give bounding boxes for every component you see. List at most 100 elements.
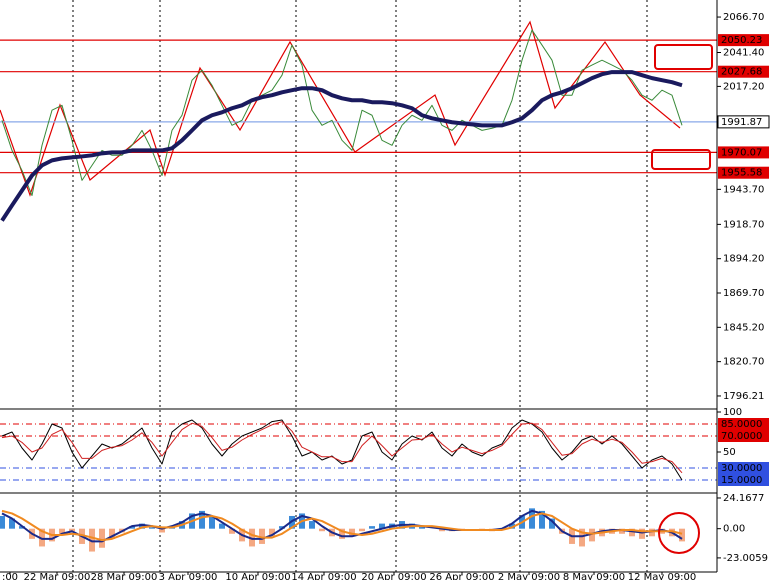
- plot-area: [0, 508, 685, 552]
- level-label-box: [718, 146, 769, 159]
- histogram-bar: [369, 526, 375, 529]
- level-label-box: [718, 418, 769, 430]
- level-label-box: [718, 474, 769, 486]
- histogram-bar: [529, 508, 535, 529]
- x-tick-label: 22 Mar 09:00: [24, 572, 91, 580]
- y-tick-label: 2066.70: [723, 12, 764, 23]
- histogram-bar: [229, 528, 235, 534]
- histogram-bar: [19, 526, 25, 529]
- histogram-bar: [639, 528, 645, 539]
- histogram-bar: [69, 528, 75, 532]
- series-line: [0, 70, 683, 222]
- histogram-bar: [59, 528, 65, 534]
- level-label-box: [718, 462, 769, 474]
- histogram-bar: [509, 523, 515, 529]
- panel: 2066.70 2041.40 2017.20 1943.70 1918.70 1894.…: [0, 12, 770, 402]
- histogram-bar: [249, 528, 255, 547]
- histogram-bar: [219, 523, 225, 529]
- plot-area: [0, 419, 717, 481]
- level-label: 70.0000: [721, 431, 762, 442]
- panels: 2066.70 2041.40 2017.20 1943.70 1918.70 1894.…: [0, 12, 770, 580]
- histogram-bar: [679, 528, 685, 542]
- y-tick-label: 1918.70: [723, 219, 764, 230]
- histogram-bar: [139, 523, 145, 529]
- level-label: 30.0000: [721, 463, 762, 474]
- level-label-box: [718, 65, 769, 78]
- y-tick-label: 2017.20: [723, 81, 764, 92]
- level-label-box: [718, 34, 769, 47]
- histogram-bar: [349, 528, 355, 537]
- histogram-bar: [289, 515, 295, 529]
- y-tick-label: 0.00: [723, 524, 745, 535]
- histogram-bar: [89, 528, 95, 552]
- histogram-bar: [149, 527, 155, 529]
- session-separators: [72, 0, 648, 572]
- histogram-bar: [39, 528, 45, 547]
- y-tick-label: 1796.21: [723, 391, 764, 402]
- level-label: 1991.87: [721, 117, 762, 128]
- level-label: 2027.68: [721, 67, 762, 78]
- plot-area: [0, 29, 717, 222]
- histogram-bar: [209, 515, 215, 529]
- histogram-bar: [269, 528, 275, 537]
- series-line: [1, 421, 683, 474]
- x-tick-label: 10 Apr 09:00: [225, 572, 290, 580]
- x-tick-label: 8 May 09:00: [563, 572, 625, 580]
- histogram-bar: [579, 528, 585, 547]
- y-tick-label: 1869.70: [723, 288, 764, 299]
- highlight-circle: [658, 512, 700, 554]
- x-tick-label: 2 May 09:00: [498, 572, 560, 580]
- y-tick-label: -23.0059: [723, 553, 768, 564]
- x-tick-label: 12 May 09:00: [628, 572, 697, 580]
- level-label-box: [718, 430, 769, 442]
- y-tick-label: 24.1677: [723, 493, 764, 504]
- histogram-bar: [279, 526, 285, 529]
- x-tick-label: 28 Mar 09:00: [91, 572, 158, 580]
- histogram-bar: [309, 521, 315, 529]
- y-tick-label: 2041.40: [723, 47, 764, 58]
- histogram-bar: [129, 526, 135, 529]
- y-tick-label: 50: [723, 447, 736, 458]
- x-tick-label: 26 Apr 09:00: [429, 572, 494, 580]
- histogram-bar: [99, 528, 105, 548]
- y-tick-label: 1894.20: [723, 254, 764, 265]
- y-tick-label: 100: [723, 407, 742, 418]
- histogram-bar: [319, 528, 325, 532]
- x-tick-label: 14 Apr 09:00: [291, 572, 356, 580]
- series-line: [1, 29, 683, 197]
- histogram-bar: [649, 528, 655, 537]
- level-label: 2050.23: [721, 35, 762, 46]
- histogram-bar: [9, 518, 15, 529]
- level-label: 15.0000: [721, 475, 762, 486]
- y-tick-label: 1845.20: [723, 322, 764, 333]
- highlight-box: [654, 44, 713, 70]
- histogram-bar: [359, 528, 365, 532]
- level-label-box: [718, 166, 769, 179]
- histogram-bar: [199, 510, 205, 529]
- level-label-box: [717, 115, 770, 129]
- level-label: 1955.58: [721, 168, 762, 179]
- histogram-bar: [589, 528, 595, 542]
- histogram-bar: [379, 523, 385, 529]
- histogram-bar: [109, 528, 115, 539]
- y-tick-label: 1820.70: [723, 357, 764, 368]
- level-label: 1970.07: [721, 147, 762, 158]
- x-tick-label: 3 Apr 09:00: [159, 572, 218, 580]
- level-label: 85.0000: [721, 419, 762, 430]
- histogram-bar: [629, 528, 635, 537]
- histogram-bar: [259, 528, 265, 544]
- histogram-bar: [419, 526, 425, 529]
- histogram-bar: [539, 510, 545, 529]
- histogram-bar: [339, 528, 345, 539]
- histogram-bar: [159, 528, 165, 533]
- series-line: [1, 509, 683, 543]
- y-tick-label: 1943.70: [723, 184, 764, 195]
- histogram-bar: [0, 515, 5, 529]
- histogram-bar: [439, 528, 445, 532]
- highlight-box: [651, 149, 711, 170]
- series-line: [1, 509, 683, 542]
- x-tick-label: 20 Apr 09:00: [361, 572, 426, 580]
- panel: 24.1677 0.00 -23.0059:00 22 Mar 09:00 28 Mar…: [0, 493, 768, 580]
